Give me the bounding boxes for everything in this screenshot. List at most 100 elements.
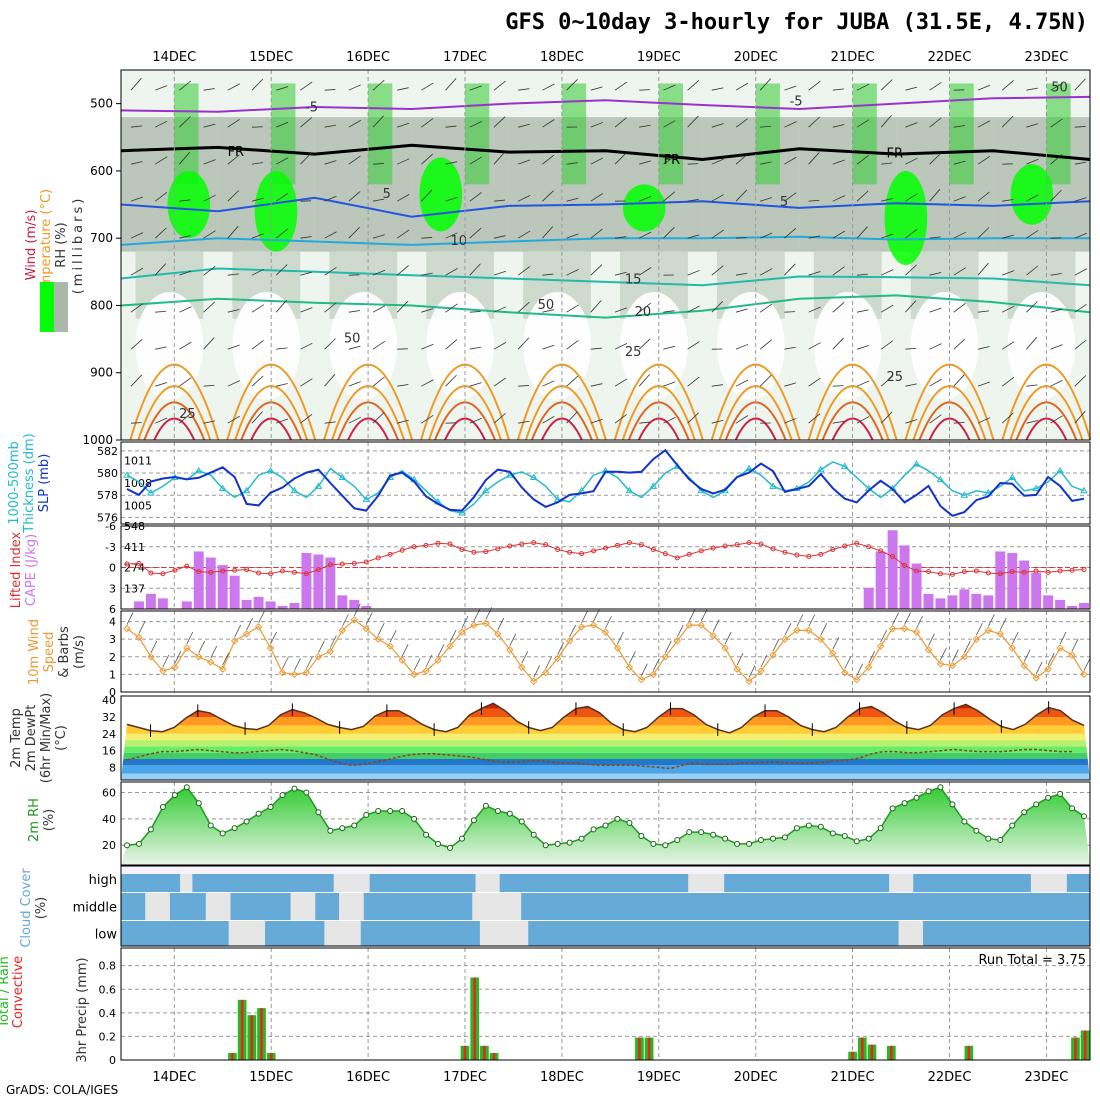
cape-bar <box>1079 602 1089 609</box>
wind-barb <box>162 654 170 668</box>
panel-ylabel: 2m DewPt <box>24 705 39 772</box>
wind-barb <box>687 305 700 313</box>
contour-label: 25 <box>625 345 642 360</box>
li-point <box>914 568 920 574</box>
wind-barb <box>952 649 959 662</box>
rh-point <box>925 788 932 795</box>
wind-barb <box>953 302 966 313</box>
wind-barb <box>929 117 942 128</box>
rh-tick-label: 40 <box>102 813 116 826</box>
wind-barb <box>469 121 482 128</box>
wind-barb <box>711 265 724 276</box>
li-point <box>507 543 513 549</box>
temp-band <box>121 696 1090 700</box>
chart-title: GFS 0~10day 3-hourly for JUBA (31.5E, 4.… <box>505 10 1088 35</box>
li-point <box>782 549 788 555</box>
wind-point <box>1020 661 1028 670</box>
li-point <box>268 571 274 577</box>
li-point <box>184 563 190 569</box>
panel-ylabel: 3hr Precip (mm) <box>75 957 90 1062</box>
wind-barb <box>892 612 899 625</box>
wind-barb <box>203 230 216 239</box>
wind-barb <box>784 382 797 387</box>
wind-point <box>458 628 466 636</box>
wind-point <box>434 656 442 665</box>
wind-barb <box>1074 268 1087 276</box>
li-point <box>303 571 309 577</box>
wind-barb <box>663 155 676 165</box>
rh-point <box>590 826 597 833</box>
wind-barb <box>396 300 409 313</box>
wind-point <box>494 630 502 638</box>
wind-barb <box>179 116 191 128</box>
wind-barb <box>372 269 386 276</box>
wind-barb <box>533 665 541 678</box>
thickness-point <box>1056 466 1064 474</box>
rh-tick-label: 60 <box>102 787 116 800</box>
wind-barb <box>518 88 530 91</box>
wind-barb <box>663 310 675 313</box>
wind-barb <box>179 270 192 276</box>
rh-moist <box>755 83 780 185</box>
wind-barb <box>784 156 797 165</box>
li-point <box>698 548 704 554</box>
wind-barb <box>130 232 144 239</box>
cape-bar <box>875 551 886 609</box>
wind-barb <box>1026 336 1038 350</box>
li-point <box>423 542 429 548</box>
wind-barb <box>953 374 965 387</box>
wind-barb <box>445 267 458 276</box>
wind-point <box>757 667 765 675</box>
run-total: Run Total = 3.75 <box>978 953 1086 968</box>
wind-barb <box>276 347 288 350</box>
wind-barb <box>493 341 507 350</box>
date-label-bottom: 19DEC <box>637 1070 681 1085</box>
li-point <box>339 561 345 567</box>
thickness-point <box>1008 473 1017 480</box>
li-point <box>483 549 489 555</box>
rh-core <box>167 170 211 239</box>
wind-barb <box>348 155 361 165</box>
contour-label: 50 <box>1051 81 1068 96</box>
wind-barb <box>186 631 194 645</box>
panel-ylabel: Cloud Cover <box>19 868 34 948</box>
rh-point <box>327 827 334 834</box>
li-point <box>327 562 333 568</box>
rh-core <box>622 184 666 232</box>
wind-tick-label: 1 <box>109 668 116 681</box>
dry-patch <box>426 292 495 400</box>
wind-tick-label: 3 <box>109 633 116 646</box>
wind-barb <box>808 271 821 276</box>
cape-bar <box>1067 605 1078 609</box>
dry-patch <box>523 292 591 400</box>
wind-barb <box>953 160 966 165</box>
wind-point <box>1068 651 1076 659</box>
rh-point <box>973 827 980 834</box>
y-tick-label-left: 582 <box>97 445 118 458</box>
thickness-point <box>338 473 347 480</box>
wind-barb <box>275 192 289 202</box>
wind-barb <box>711 419 724 424</box>
wind-barb <box>545 656 553 669</box>
wind-point <box>290 670 299 679</box>
wind-barb <box>397 384 409 387</box>
precip-tick-label: 0 <box>109 1054 116 1067</box>
panel-ylabel: SLP (mb) <box>37 454 52 513</box>
wind-barb <box>905 419 918 424</box>
panel-frame <box>120 865 1091 947</box>
rh-point <box>638 833 645 840</box>
panel-frame <box>120 69 1091 441</box>
rh-point <box>566 839 573 846</box>
wind-point <box>817 635 825 643</box>
rh-core <box>1010 164 1054 225</box>
wind-barb <box>590 300 602 313</box>
temp-tick-label: 32 <box>102 711 116 724</box>
wind-barb <box>1002 199 1014 202</box>
wind-barb <box>469 382 482 387</box>
wind-point <box>936 660 945 668</box>
li-point <box>937 571 943 577</box>
wind-barb <box>251 233 265 239</box>
wind-barb <box>964 640 971 653</box>
rh-point <box>901 800 908 807</box>
